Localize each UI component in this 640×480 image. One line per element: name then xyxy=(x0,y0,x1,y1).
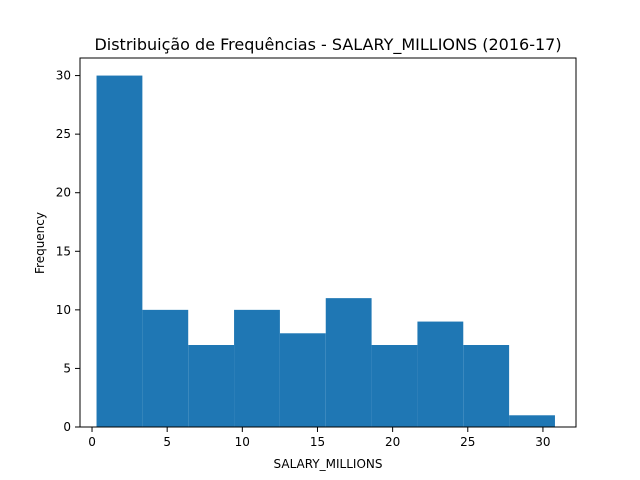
y-tick-label: 5 xyxy=(63,361,71,375)
plot-frame xyxy=(79,57,577,428)
histogram-bar-6 xyxy=(371,345,418,427)
histogram-bar-8 xyxy=(463,345,510,427)
y-tick-label: 20 xyxy=(56,186,71,200)
histogram-bar-5 xyxy=(325,298,372,427)
x-tick-label: 25 xyxy=(460,435,475,449)
histogram-bar-4 xyxy=(279,333,326,427)
histogram-bar-9 xyxy=(509,415,555,427)
y-tick-label: 25 xyxy=(56,127,71,141)
y-tick-label: 10 xyxy=(56,303,71,317)
y-tick-label: 30 xyxy=(56,69,71,83)
histogram-bar-0 xyxy=(96,75,143,428)
bars-group xyxy=(96,75,555,428)
histogram-bar-1 xyxy=(142,309,189,427)
x-tick-label: 5 xyxy=(163,435,171,449)
histogram-bar-2 xyxy=(188,345,235,427)
y-tick-label: 15 xyxy=(56,244,71,258)
x-axis-ticks: 0 5 10 15 20 25 30 xyxy=(88,427,551,449)
chart-title: Distribuição de Frequências - SALARY_MIL… xyxy=(94,35,561,55)
x-axis-label: SALARY_MILLIONS xyxy=(274,457,383,471)
y-axis-label: Frequency xyxy=(33,212,47,274)
histogram-bar-3 xyxy=(234,309,280,427)
x-tick-label: 10 xyxy=(235,435,250,449)
y-axis-ticks: 0 5 10 15 20 25 30 xyxy=(56,69,80,434)
x-tick-label: 15 xyxy=(310,435,325,449)
x-tick-label: 0 xyxy=(88,435,96,449)
x-tick-label: 30 xyxy=(535,435,550,449)
histogram-bar-7 xyxy=(417,321,464,427)
y-tick-label: 0 xyxy=(63,420,71,434)
x-tick-label: 20 xyxy=(385,435,400,449)
